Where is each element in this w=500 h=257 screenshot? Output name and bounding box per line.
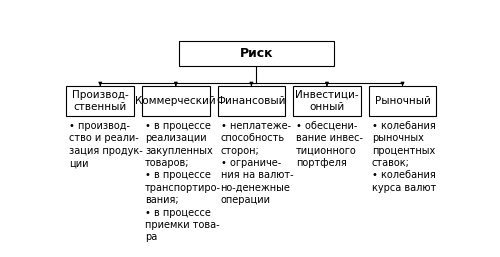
- Text: Риск: Риск: [240, 47, 273, 60]
- Text: Производ-
ственный: Производ- ственный: [72, 90, 128, 112]
- Text: Коммерческий: Коммерческий: [136, 96, 216, 106]
- Text: • в процессе
реализации
закупленных
товаров;
• в процессе
транспортиро-
вания;
•: • в процессе реализации закупленных това…: [145, 121, 221, 243]
- Text: Финансовый: Финансовый: [216, 96, 286, 106]
- Text: Инвестици-
онный: Инвестици- онный: [295, 90, 359, 112]
- Text: • колебания
рыночных
процентных
ставок;
• колебания
курса валют: • колебания рыночных процентных ставок; …: [372, 121, 436, 193]
- FancyBboxPatch shape: [368, 86, 436, 116]
- Text: Рыночный: Рыночный: [374, 96, 430, 106]
- FancyBboxPatch shape: [66, 86, 134, 116]
- Text: • обесцени-
вание инвес-
тиционного
портфеля: • обесцени- вание инвес- тиционного порт…: [296, 121, 363, 168]
- FancyBboxPatch shape: [293, 86, 361, 116]
- FancyBboxPatch shape: [218, 86, 286, 116]
- Text: • производ-
ство и реали-
зация продук-
ции: • производ- ство и реали- зация продук- …: [70, 121, 143, 168]
- FancyBboxPatch shape: [179, 41, 334, 67]
- FancyBboxPatch shape: [142, 86, 210, 116]
- Text: • неплатеже-
способность
сторон;
• ограниче-
ния на валют-
но-денежные
операции: • неплатеже- способность сторон; • огран…: [220, 121, 293, 205]
